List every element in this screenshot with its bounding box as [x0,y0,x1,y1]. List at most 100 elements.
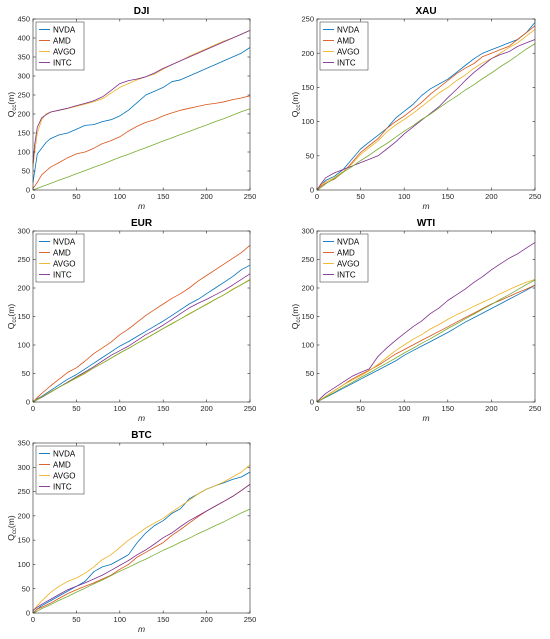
x-tick-label: 100 [114,404,127,413]
x-axis-label: m [138,413,145,423]
x-tick-label: 200 [200,192,213,201]
series-line-reference [32,279,251,403]
legend-entry-avgo: AVGO [53,47,76,56]
legend: NVDA AMD AVGO INTC [35,21,85,71]
legend: NVDA AMD AVGO INTC [35,233,85,283]
x-tick-label: 250 [529,404,542,413]
x-tick-label: 0 [31,404,35,413]
chart-title: DJI [134,6,150,17]
x-tick-label: 100 [114,192,127,201]
axes-box [32,18,251,191]
x-tick-label: 200 [200,404,213,413]
x-tick-label: 100 [114,615,127,624]
y-axis-label-main: Q [290,322,300,329]
y-axis-label-main: Q [6,322,16,329]
chart-title: XAU [415,6,436,17]
y-tick-label: 100 [17,148,30,157]
x-axis-label: m [138,624,145,634]
y-axis-label-main: Q [6,534,16,541]
x-tick-label: 200 [200,615,213,624]
y-tick-label: 200 [17,110,30,119]
y-tick-label: 150 [17,312,30,321]
y-tick-label: 200 [301,284,314,293]
legend-entry-intc: INTC [53,58,72,67]
y-tick-label: 150 [17,536,30,545]
legend: NVDA AMD AVGO INTC [319,233,369,283]
y-tick-label: 250 [301,15,314,24]
y-tick-label: 350 [17,53,30,62]
legend-entry-avgo: AVGO [53,259,76,268]
y-tick-label: 250 [301,255,314,264]
legend-box [319,233,369,283]
y-tick-label: 50 [306,369,314,378]
x-axis-label: m [422,201,429,211]
y-axis-label-sub: cc [12,317,18,323]
y-tick-label: 0 [26,186,30,195]
x-tick-label: 250 [529,192,542,201]
y-axis-label-sub: cc [12,105,18,111]
x-tick-label: 50 [72,615,80,624]
y-axis-label: Qcc(m) [6,515,18,541]
series-line-nvda [316,22,536,191]
y-axis-label-arg: (m) [6,304,16,317]
y-tick-label: 200 [17,284,30,293]
series-line-avgo [316,279,536,403]
x-tick-label: 150 [442,192,455,201]
y-tick-label: 100 [17,560,30,569]
series-line-intc [32,30,251,164]
y-tick-label: 300 [17,72,30,81]
chart-dji: 0 50 100 150 200 250 0 50 100 150 200 250 300 350 400 4… [6,6,256,211]
y-axis-label: Qcc(m) [290,92,302,118]
x-tick-label: 250 [244,615,257,624]
axes-box [32,442,251,614]
legend-entry-intc: INTC [337,270,356,279]
chart-title: BTC [131,430,152,441]
legend-entry-intc: INTC [337,58,356,67]
chart-wti: 0 50 100 150 200 250 0 50 100 150 200 250 300 WTI m Qcc… [290,218,541,423]
x-tick-label: 200 [485,192,498,201]
y-axis-label: Qcc(m) [6,304,18,330]
legend-entry-intc: INTC [53,270,72,279]
y-tick-label: 250 [17,91,30,100]
y-tick-label: 150 [17,129,30,138]
legend-entry-avgo: AVGO [337,259,360,268]
series-line-nvda [316,284,536,403]
series-line-reference [316,43,536,191]
y-tick-label: 250 [17,487,30,496]
y-tick-label: 150 [301,83,314,92]
y-tick-label: 0 [26,609,30,618]
y-tick-label: 350 [17,439,30,448]
y-tick-label: 400 [17,34,30,43]
y-tick-label: 0 [26,398,30,407]
y-axis-label-sub: cc [296,317,302,323]
x-tick-label: 50 [72,192,80,201]
y-axis-label-sub: cc [296,105,302,111]
series-line-reference [316,279,536,403]
y-tick-label: 0 [310,398,314,407]
chart-title: WTI [417,218,436,229]
chart-title: EUR [131,218,153,229]
x-tick-label: 150 [442,404,455,413]
y-tick-label: 100 [301,341,314,350]
chart-btc: 0 50 100 150 200 250 0 50 100 150 200 250 300 350 BTC m… [6,430,256,634]
series-line-nvda [32,264,251,403]
y-tick-label: 100 [301,117,314,126]
legend-entry-nvda: NVDA [53,237,76,246]
legend-box [35,21,85,71]
series-line-reference [32,508,251,614]
legend-entry-amd: AMD [337,36,355,45]
x-tick-label: 100 [398,192,411,201]
y-tick-label: 300 [17,463,30,472]
y-axis-label-main: Q [6,110,16,117]
y-axis-label-arg: (m) [6,92,16,105]
y-tick-label: 50 [306,151,314,160]
y-tick-label: 50 [22,369,30,378]
series-line-intc [32,483,251,611]
x-tick-label: 0 [31,192,35,201]
y-tick-label: 50 [22,584,30,593]
legend-entry-amd: AMD [53,248,71,257]
series-line-intc [316,242,536,403]
y-tick-label: 300 [17,227,30,236]
x-tick-label: 0 [315,404,319,413]
